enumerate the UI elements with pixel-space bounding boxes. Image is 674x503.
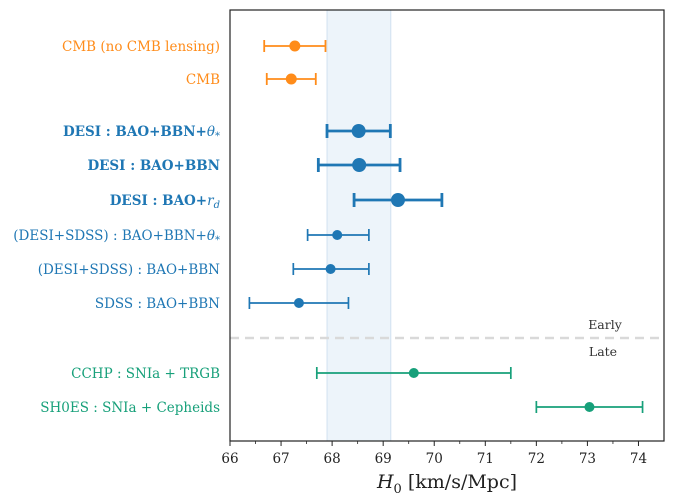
- x-tick-label: 71: [477, 451, 494, 467]
- data-point-row: [265, 73, 317, 85]
- x-tick-label: 69: [375, 451, 392, 467]
- category-label: (DESI+SDSS) : BAO+BBN+θ*: [13, 228, 220, 246]
- category-label-subscript: d: [214, 200, 220, 211]
- category-label: CCHP : SNIa + TRGB: [71, 366, 220, 382]
- x-tick-label: 72: [528, 451, 545, 467]
- x-tick-label: 66: [221, 451, 238, 467]
- category-label-subscript: *: [215, 235, 220, 246]
- data-point-row: [248, 297, 350, 309]
- data-point-marker: [351, 124, 366, 138]
- data-point-marker: [332, 230, 343, 240]
- data-point-marker: [352, 158, 367, 172]
- category-label: (DESI+SDSS) : BAO+BBN: [38, 262, 220, 278]
- x-axis-title-subscript: 0: [394, 482, 402, 497]
- category-label-math: r: [207, 193, 215, 209]
- data-point-marker: [289, 40, 301, 52]
- data-point-row: [263, 40, 327, 52]
- x-tick-label: 67: [272, 451, 289, 467]
- shaded-band-layer: [326, 9, 392, 442]
- category-label: CMB (no CMB lensing): [62, 39, 220, 55]
- category-label: CMB: [186, 72, 220, 88]
- data-point-marker: [584, 402, 595, 412]
- category-label: SH0ES : SNIa + Cepheids: [40, 400, 220, 416]
- x-axis-title-unit: [km/s/Mpc]: [402, 471, 517, 493]
- plot-frame: [229, 9, 665, 442]
- category-label-main: DESI : BAO+: [110, 193, 207, 209]
- data-point-row: [325, 124, 392, 138]
- data-point-row: [292, 263, 370, 275]
- x-axis-title-symbol: H: [376, 471, 394, 493]
- data-point-marker: [325, 264, 336, 274]
- category-label-math: θ: [207, 124, 215, 140]
- data-point-marker: [408, 368, 419, 378]
- data-point-row: [306, 229, 370, 241]
- data-point-row: [535, 401, 644, 413]
- x-axis-title: H0 [km/s/Mpc]: [376, 471, 517, 497]
- x-tick-label: 73: [579, 451, 596, 467]
- data-points-layer: [248, 40, 644, 413]
- era-label-early: Early: [588, 317, 623, 332]
- category-label-subscript: *: [215, 131, 220, 142]
- data-point-row: [316, 158, 402, 172]
- category-label-main: DESI : BAO+BBN+: [63, 124, 207, 140]
- x-tick-label: 68: [324, 451, 341, 467]
- shaded-band: [326, 9, 392, 442]
- data-point-row: [315, 367, 512, 379]
- era-label-late: Late: [589, 344, 617, 359]
- category-label-math: θ: [207, 228, 215, 244]
- x-tick-label: 70: [426, 451, 443, 467]
- category-label: SDSS : BAO+BBN: [95, 296, 220, 312]
- axes-layer: 66 67 68 69 70 71 72 73 74: [221, 9, 665, 467]
- category-label-main: (DESI+SDSS) : BAO+BBN+: [13, 228, 207, 244]
- x-tick-label: 74: [630, 451, 647, 467]
- category-label: DESI : BAO+rd: [110, 193, 220, 211]
- data-point-marker: [293, 298, 304, 308]
- data-point-marker: [285, 73, 297, 85]
- data-point-marker: [390, 193, 405, 207]
- data-point-row: [352, 193, 444, 207]
- category-label: DESI : BAO+BBN+θ*: [63, 124, 220, 142]
- category-label: DESI : BAO+BBN: [87, 158, 220, 174]
